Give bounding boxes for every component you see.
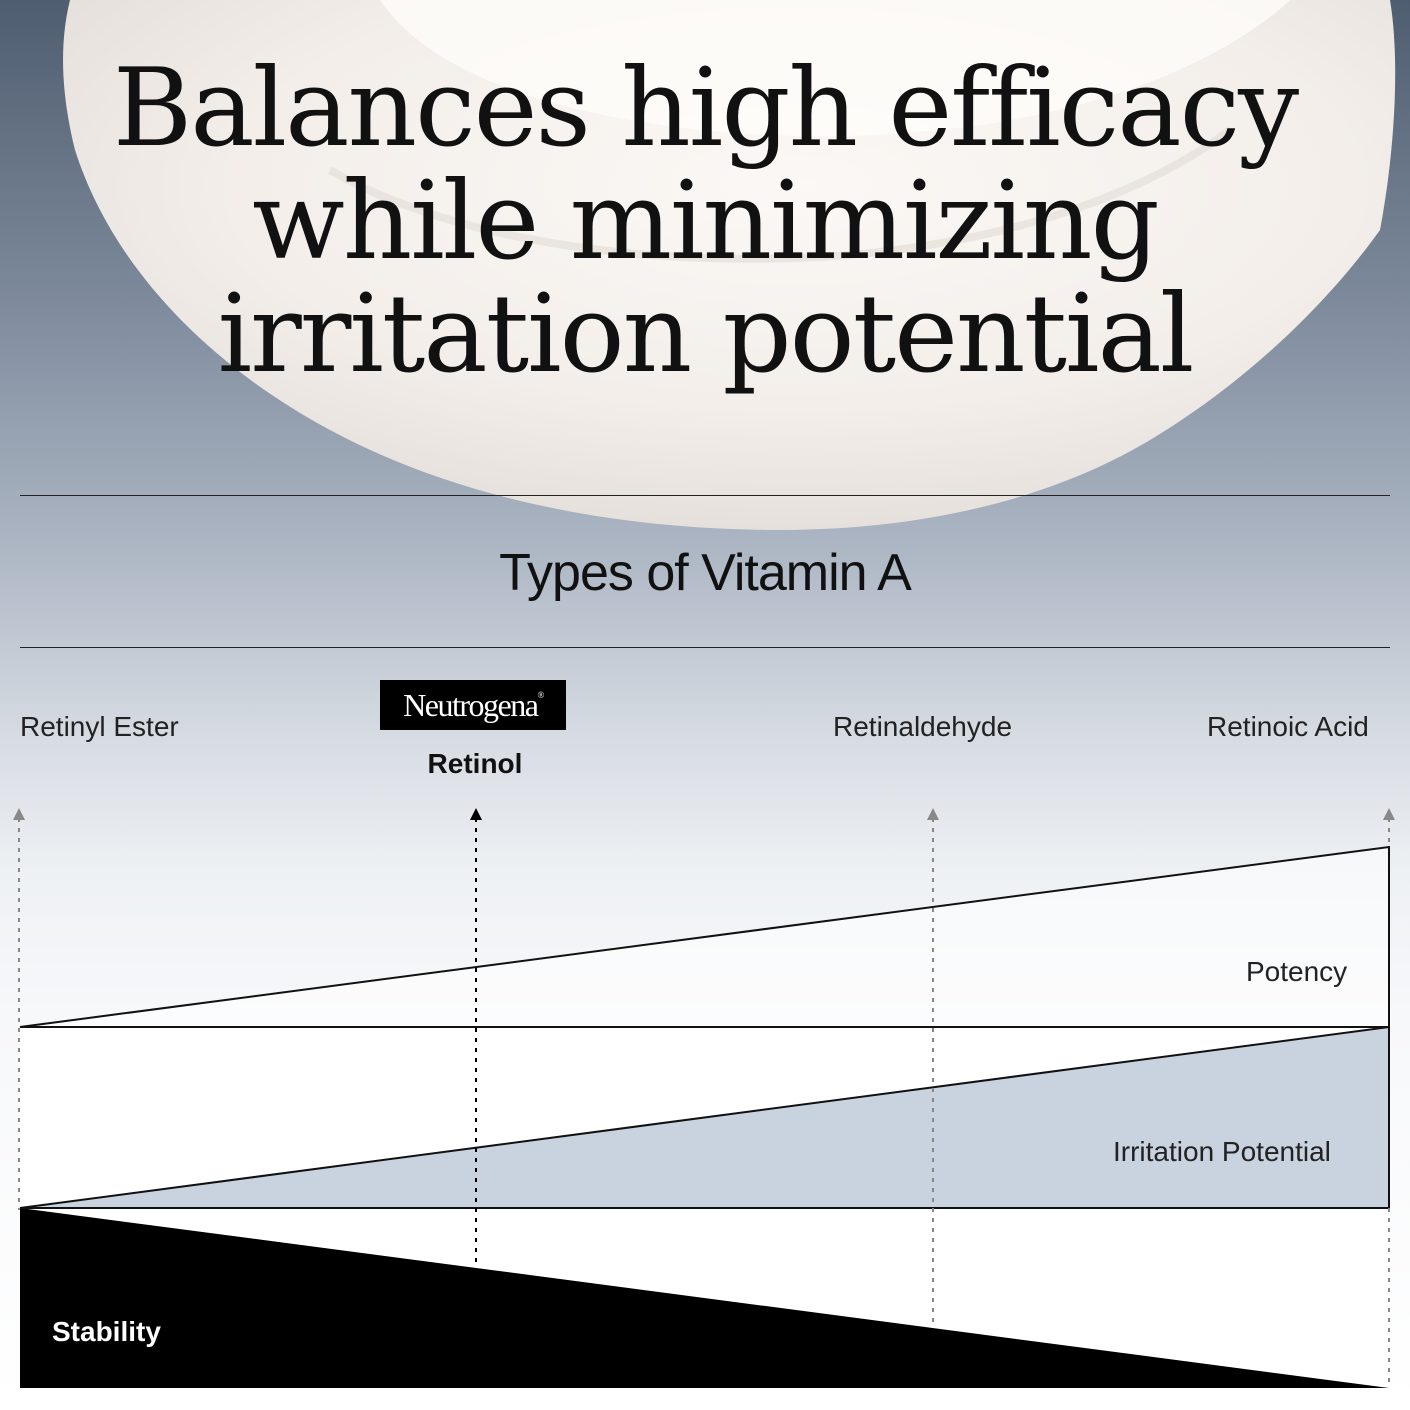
guide-retinoic-acid <box>1383 808 1395 1388</box>
stability-wedge <box>20 1208 1389 1388</box>
guide-retinyl-ester <box>13 808 25 1210</box>
brand-name: Neutrogena <box>403 687 539 723</box>
label-retinaldehyde: Retinaldehyde <box>833 711 1013 742</box>
section-title: Types of Vitamin A <box>499 544 912 602</box>
headline: Balances high efficacy while minimizing … <box>0 52 1410 391</box>
arrow-up-icon <box>13 808 25 820</box>
arrow-up-icon <box>470 808 482 820</box>
headline-line-1: Balances high efficacy <box>112 46 1299 171</box>
label-retinoic-acid: Retinoic Acid <box>1207 711 1369 742</box>
bottom-divider <box>20 647 1390 648</box>
guide-retinol <box>470 808 482 1268</box>
guide-retinaldehyde <box>927 808 939 1326</box>
label-retinyl-ester: Retinyl Ester <box>20 711 179 742</box>
arrow-up-icon <box>927 808 939 820</box>
arrow-up-icon <box>1383 808 1395 820</box>
top-divider <box>20 495 1390 496</box>
stability-label: Stability <box>52 1316 161 1347</box>
label-retinol: Retinol <box>427 748 523 779</box>
headline-line-2: while minimizing <box>252 159 1159 284</box>
irritation-potential-label: Irritation Potential <box>1113 1136 1331 1167</box>
neutrogena-logo: Neutrogena® <box>380 680 566 730</box>
headline-line-3: irritation potential <box>217 272 1195 397</box>
potency-label: Potency <box>1246 956 1348 987</box>
